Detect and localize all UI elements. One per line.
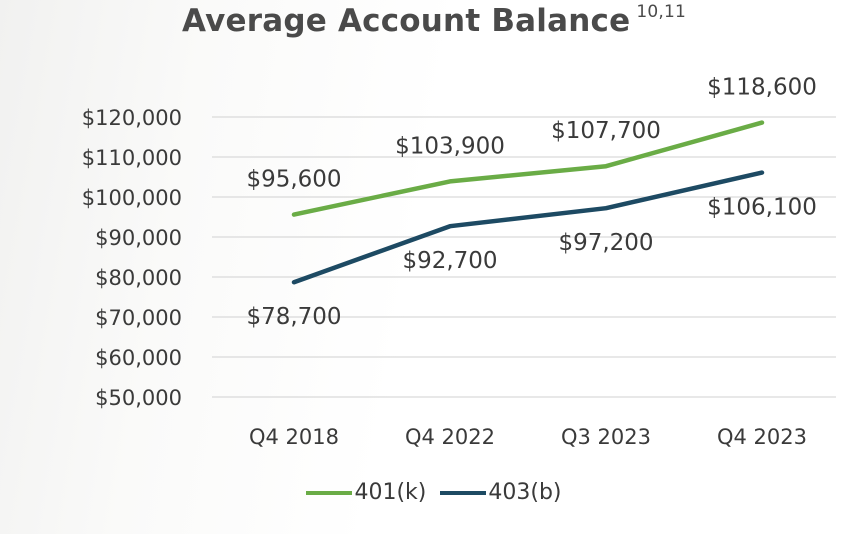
y-tick-label: $70,000	[95, 306, 182, 330]
chart-title-text: Average Account Balance	[182, 3, 631, 39]
gridlines	[212, 116, 836, 398]
y-tick-label: $90,000	[95, 226, 182, 250]
data-label: $95,600	[246, 167, 341, 193]
data-label: $103,900	[395, 133, 505, 159]
x-tick-label: Q4 2023	[717, 425, 807, 449]
line-chart: $50,000 $60,000 $70,000 $80,000 $90,000 $100,…	[82, 75, 836, 449]
data-label: $92,700	[402, 248, 497, 274]
legend-label-403b: 403(b)	[488, 480, 562, 505]
x-axis-tick-labels: Q4 2018 Q4 2022 Q3 2023 Q4 2023	[249, 425, 807, 449]
data-label: $97,200	[558, 230, 653, 256]
y-axis-tick-labels: $50,000 $60,000 $70,000 $80,000 $90,000 $100,…	[82, 106, 182, 410]
data-labels: $95,600 $103,900 $107,700 $118,600 $78,700 $9…	[246, 75, 816, 331]
y-tick-label: $100,000	[82, 186, 182, 210]
x-tick-label: Q4 2022	[405, 425, 495, 449]
y-tick-label: $50,000	[95, 386, 182, 410]
legend-item-401k: 401(k)	[306, 480, 426, 505]
legend-swatch-403b	[440, 490, 487, 495]
chart-title-footnote: 10,11	[636, 2, 686, 22]
y-tick-label: $120,000	[82, 106, 182, 130]
series-lines	[291, 120, 765, 285]
legend-label-401k: 401(k)	[354, 480, 427, 505]
series-line-401k	[291, 120, 765, 217]
y-tick-label: $110,000	[82, 146, 182, 170]
y-tick-label: $80,000	[95, 266, 182, 290]
legend-swatch-401k	[306, 490, 353, 495]
chart-legend: 401(k) 403(b)	[0, 480, 868, 505]
y-tick-label: $60,000	[95, 346, 182, 370]
chart-title: Average Account Balance 10,11	[0, 2, 868, 39]
data-label: $78,700	[246, 304, 341, 330]
data-label: $107,700	[551, 118, 661, 144]
x-tick-label: Q4 2018	[249, 425, 339, 449]
data-label: $106,100	[707, 195, 817, 221]
data-label: $118,600	[707, 75, 817, 101]
legend-item-403b: 403(b)	[440, 480, 562, 505]
x-tick-label: Q3 2023	[561, 425, 651, 449]
series-line-403b	[291, 170, 765, 285]
